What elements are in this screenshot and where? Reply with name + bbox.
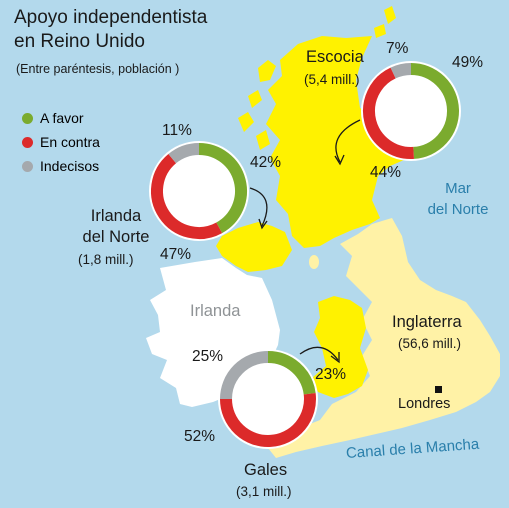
escocia-favor-pct: 49%	[452, 54, 484, 71]
scotland-islands	[238, 6, 396, 150]
title-line-2: en Reino Unido	[14, 31, 145, 52]
legend-dot-contra	[22, 136, 33, 148]
mar-del-norte-label: Mar del Norte	[410, 178, 506, 220]
northern-ireland-landmass	[216, 222, 292, 272]
donut-background-gales	[218, 349, 318, 449]
irlanda-favor-pct: 42%	[250, 154, 282, 171]
gales-contra-pct: 52%	[184, 428, 216, 445]
donut-slice-escocia-indecisos	[390, 63, 412, 79]
gales-favor-pct: 23%	[315, 366, 347, 383]
gales-indecisos-pct: 25%	[192, 348, 224, 365]
escocia-contra-pct: 44%	[370, 164, 402, 181]
scotland-landmass	[266, 36, 412, 248]
gales-name: Gales	[244, 461, 288, 479]
map-subtitle: (Entre paréntesis, población )	[16, 62, 180, 76]
legend-item-favor: A favor	[22, 110, 84, 126]
donut-background-escocia	[361, 61, 461, 161]
donut-slice-escocia-contra	[363, 67, 415, 159]
irlanda-norte-name: Irlanda del Norte	[80, 206, 152, 248]
england-landmass	[268, 218, 500, 458]
escocia-name: Escocia	[306, 48, 364, 66]
legend-dot-indecisos	[22, 160, 33, 172]
arrow-irlanda	[249, 187, 268, 227]
irlanda-indecisos-pct: 11%	[162, 122, 192, 139]
legend-label-contra: En contra	[40, 134, 100, 150]
irlanda-contra-pct: 47%	[160, 246, 192, 263]
legend-label-indecisos: Indecisos	[40, 158, 100, 174]
donut-slice-gales-indecisos	[220, 351, 269, 400]
donut-slice-gales-favor	[267, 351, 316, 395]
title-line-1: Apoyo independentista	[14, 7, 208, 28]
donut-gales	[218, 349, 318, 449]
inglaterra-name: Inglaterra	[392, 313, 462, 331]
escocia-population: (5,4 mill.)	[304, 72, 360, 87]
donut-slice-irlanda-del-norte-indecisos	[168, 143, 200, 164]
gales-population: (3,1 mill.)	[236, 484, 292, 499]
mar-line-2: del Norte	[427, 201, 489, 218]
arrow-escocia-head	[334, 154, 345, 166]
arrow-irlanda-head	[258, 218, 268, 230]
londres-label: Londres	[398, 396, 451, 412]
donut-slice-irlanda-del-norte-favor	[198, 143, 247, 234]
donut-slice-gales-contra	[220, 392, 316, 447]
legend-item-indecisos: Indecisos	[22, 158, 99, 174]
donut-escocia	[361, 61, 461, 161]
arrow-gales	[299, 346, 339, 361]
london-marker	[435, 386, 442, 393]
legend-item-contra: En contra	[22, 134, 100, 150]
legend-label-favor: A favor	[40, 110, 84, 126]
wales-landmass	[312, 296, 368, 398]
escocia-indecisos-pct: 7%	[386, 40, 409, 57]
irlanda-norte-name-line-1: Irlanda	[90, 207, 142, 225]
legend-dot-favor	[22, 112, 33, 124]
donut-background-irlanda-del-norte	[149, 141, 249, 241]
irlanda-norte-population: (1,8 mill.)	[78, 252, 134, 267]
arrow-gales-head	[330, 352, 340, 364]
map-title: Apoyo independentista en Reino Unido	[14, 6, 207, 54]
mar-line-1: Mar	[445, 180, 471, 197]
arrow-escocia	[335, 119, 361, 163]
donut-slice-escocia-favor	[410, 63, 459, 159]
isle-of-man	[309, 255, 319, 269]
donut-slice-irlanda-del-norte-contra	[151, 154, 223, 239]
irlanda-label: Irlanda	[190, 302, 241, 320]
donut-irlanda-del-norte	[149, 141, 249, 241]
irlanda-norte-name-line-2: del Norte	[82, 228, 150, 246]
inglaterra-population: (56,6 mill.)	[398, 336, 462, 351]
